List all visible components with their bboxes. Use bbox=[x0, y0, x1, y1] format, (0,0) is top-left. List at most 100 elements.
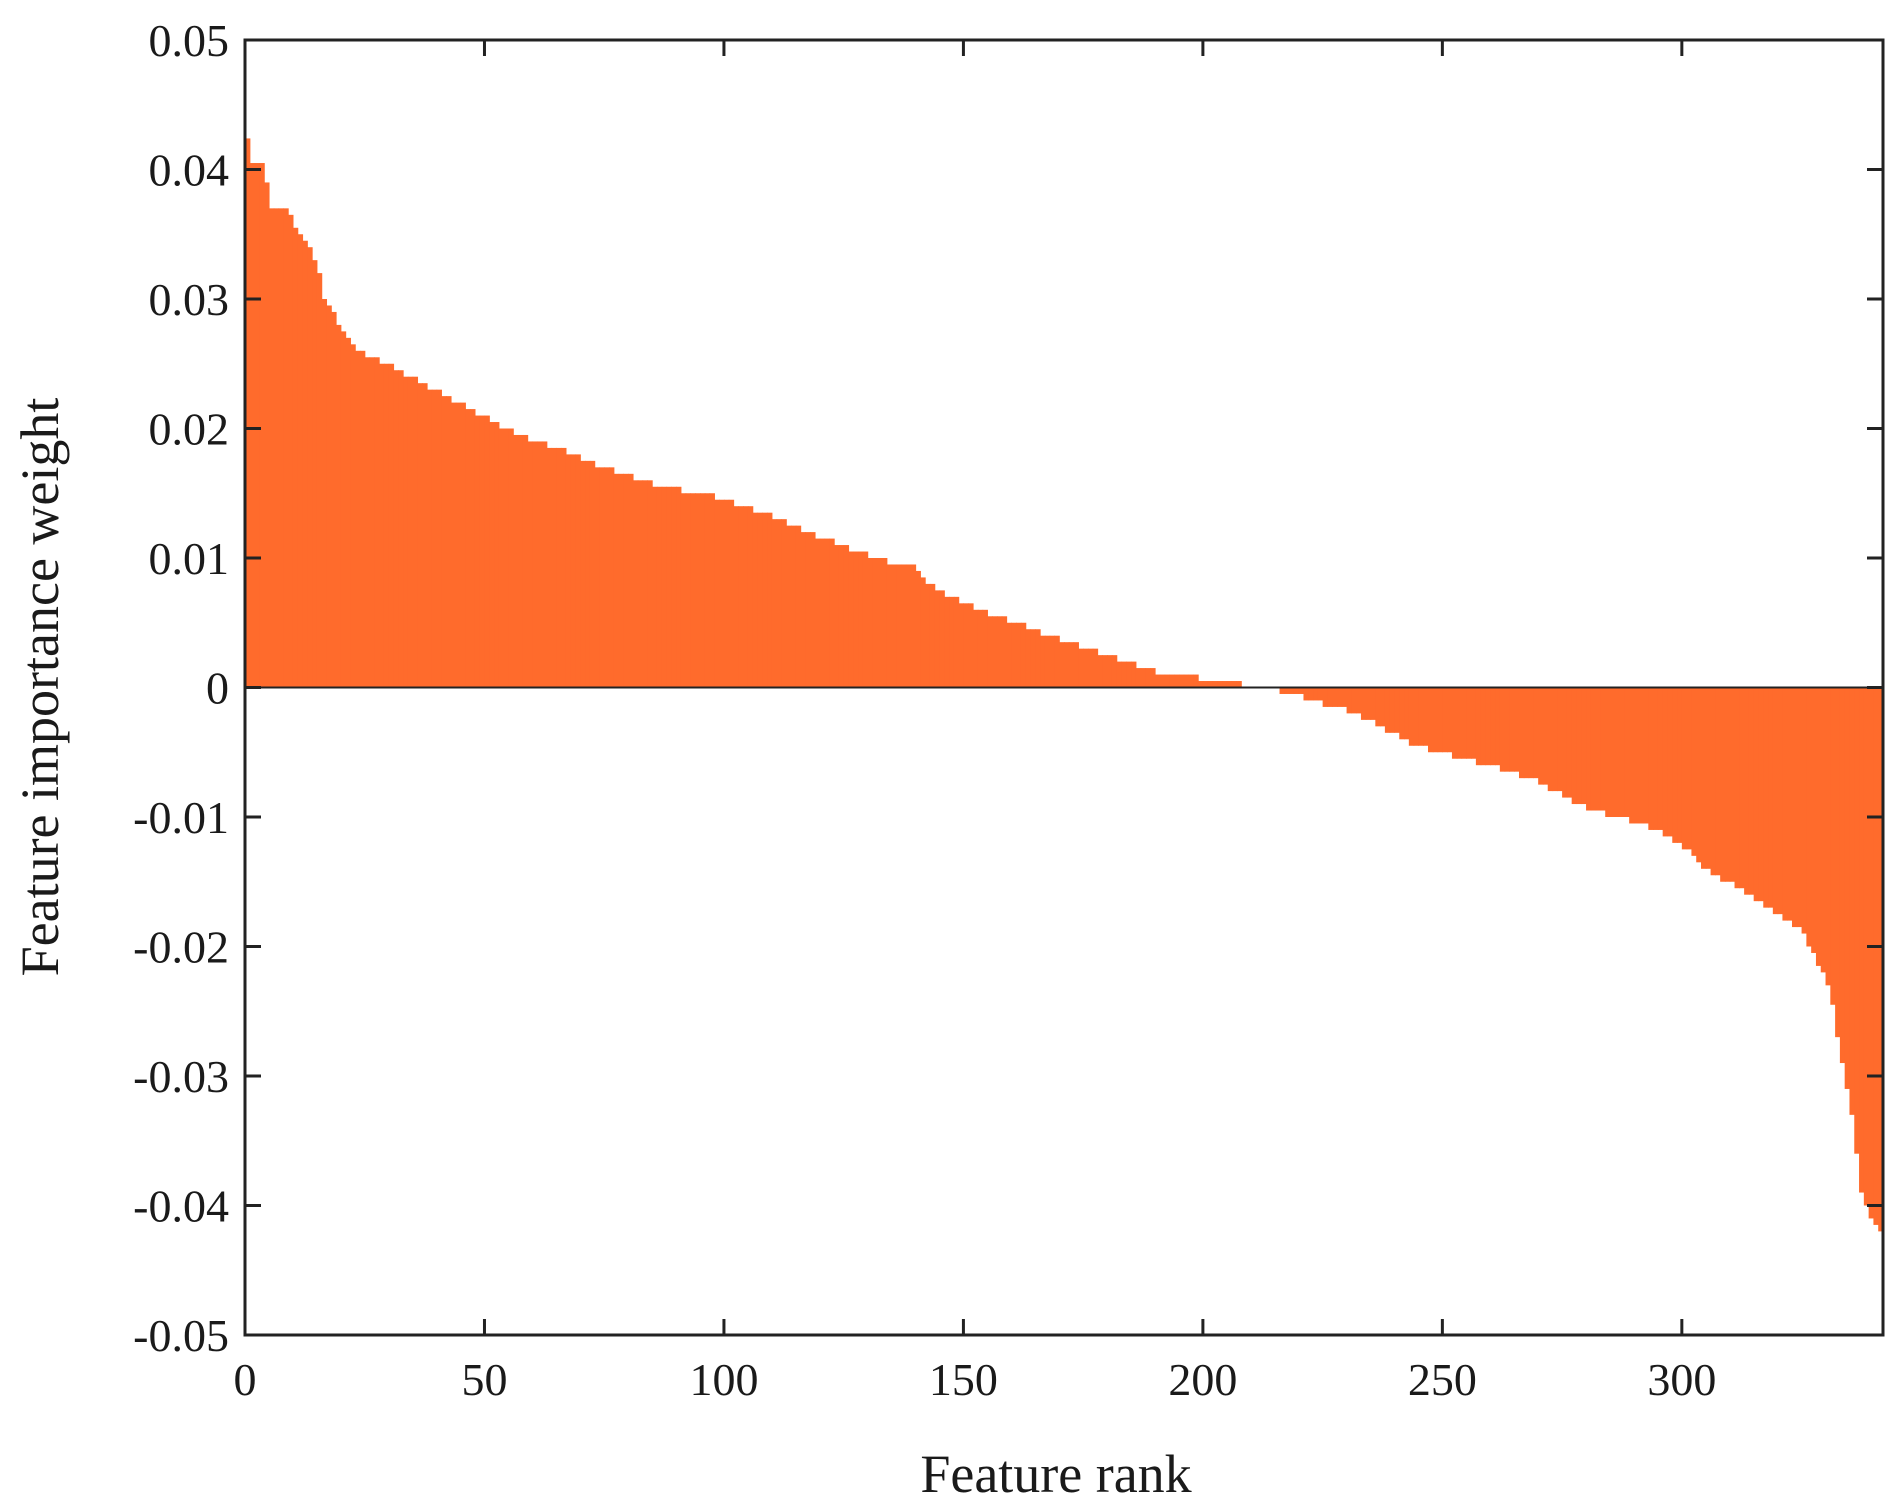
bar bbox=[1231, 681, 1238, 688]
bar bbox=[819, 538, 826, 688]
bar bbox=[484, 415, 490, 688]
bar bbox=[1327, 687, 1333, 707]
bar bbox=[283, 208, 289, 688]
bar bbox=[1040, 635, 1046, 688]
bar bbox=[1111, 655, 1118, 688]
bar bbox=[556, 447, 562, 688]
bar bbox=[1523, 687, 1530, 779]
bar bbox=[1049, 635, 1056, 688]
bar bbox=[1849, 687, 1855, 1115]
bar bbox=[1380, 687, 1386, 727]
bar bbox=[700, 493, 706, 688]
bar bbox=[589, 460, 596, 688]
bar bbox=[661, 486, 668, 688]
bar bbox=[795, 525, 802, 688]
bar bbox=[1734, 687, 1740, 889]
bar bbox=[1686, 687, 1693, 850]
bar bbox=[1715, 687, 1721, 876]
bar bbox=[508, 428, 514, 688]
bar bbox=[1222, 681, 1228, 688]
bar bbox=[800, 532, 806, 688]
x-tick-label: 50 bbox=[461, 1354, 507, 1405]
bar bbox=[1547, 687, 1554, 792]
bar bbox=[747, 506, 754, 688]
bar bbox=[1408, 687, 1415, 746]
bar bbox=[1140, 668, 1147, 688]
bar bbox=[1758, 687, 1764, 902]
bar bbox=[1648, 687, 1654, 830]
bar bbox=[1653, 687, 1659, 830]
bar bbox=[1054, 635, 1060, 688]
bar bbox=[958, 603, 965, 688]
bar bbox=[1562, 687, 1568, 798]
bar bbox=[565, 454, 572, 688]
bar bbox=[949, 596, 955, 688]
bar bbox=[585, 460, 591, 688]
x-tick-label: 150 bbox=[929, 1354, 998, 1405]
bar bbox=[1600, 687, 1606, 811]
y-tick-label: 0.03 bbox=[149, 274, 230, 325]
bar bbox=[1341, 687, 1348, 707]
bar bbox=[513, 434, 519, 688]
bar bbox=[1298, 687, 1305, 694]
bar bbox=[1073, 642, 1079, 688]
bar bbox=[1576, 687, 1582, 805]
bar bbox=[1744, 687, 1750, 895]
bar bbox=[1451, 687, 1458, 759]
bar bbox=[1131, 661, 1137, 688]
bar bbox=[1835, 687, 1841, 1038]
bar bbox=[541, 441, 548, 688]
bar bbox=[781, 519, 787, 688]
bar bbox=[312, 260, 318, 688]
bar bbox=[1169, 674, 1175, 688]
bar bbox=[1768, 687, 1774, 908]
bar bbox=[1657, 687, 1664, 830]
bar bbox=[1337, 687, 1343, 707]
y-axis-label: Feature importance weight bbox=[10, 398, 70, 977]
bar bbox=[379, 363, 385, 688]
bar bbox=[1164, 674, 1170, 688]
y-tick-label: 0 bbox=[206, 663, 229, 714]
bar bbox=[1782, 687, 1788, 921]
bar bbox=[580, 460, 586, 688]
bar bbox=[388, 363, 395, 688]
y-tick-label: 0.02 bbox=[149, 404, 230, 455]
bar bbox=[321, 299, 328, 688]
bar bbox=[738, 506, 744, 688]
bar bbox=[1710, 687, 1716, 876]
bar bbox=[1830, 687, 1836, 1005]
bar bbox=[1806, 687, 1812, 947]
bar bbox=[996, 616, 1003, 688]
bar bbox=[762, 512, 768, 688]
bar bbox=[642, 480, 648, 688]
bar bbox=[824, 538, 830, 688]
bar bbox=[1356, 687, 1362, 714]
bar bbox=[446, 396, 452, 688]
y-tick-label: 0.05 bbox=[149, 15, 230, 66]
bar bbox=[340, 331, 347, 688]
bar bbox=[623, 473, 629, 688]
bar bbox=[1638, 687, 1645, 824]
bar bbox=[450, 402, 457, 688]
bar bbox=[546, 447, 553, 688]
bar bbox=[575, 454, 581, 688]
bar bbox=[1610, 687, 1616, 817]
bar bbox=[834, 545, 840, 688]
bar bbox=[1792, 687, 1798, 928]
bar bbox=[987, 616, 993, 688]
bar bbox=[1624, 687, 1630, 817]
bar bbox=[628, 473, 634, 688]
x-tick-label: 100 bbox=[689, 1354, 758, 1405]
bar bbox=[1284, 687, 1290, 694]
bar bbox=[1087, 648, 1094, 688]
bar bbox=[1499, 687, 1506, 772]
bar bbox=[613, 473, 620, 688]
bar bbox=[1404, 687, 1410, 740]
bar bbox=[982, 609, 988, 688]
bar bbox=[1317, 687, 1324, 701]
bar bbox=[896, 564, 902, 688]
bar bbox=[594, 467, 601, 688]
bar bbox=[695, 493, 701, 688]
bar bbox=[1289, 687, 1295, 694]
bar bbox=[714, 499, 720, 688]
